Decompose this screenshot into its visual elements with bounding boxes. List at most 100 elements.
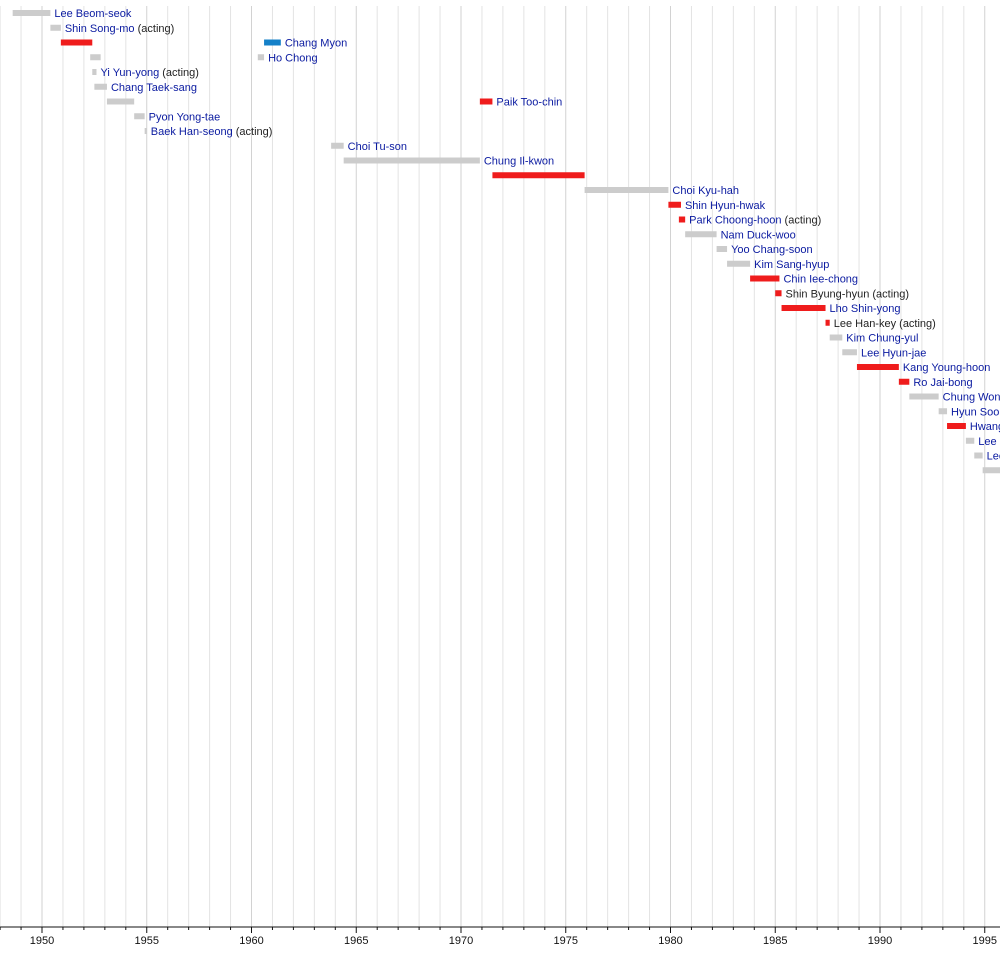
- name-link[interactable]: Baek Han-seong: [151, 126, 233, 138]
- row-label[interactable]: Hwang In-sung: [970, 421, 1000, 433]
- term-bar: [94, 83, 107, 90]
- row-label[interactable]: Pyon Yong-tae: [149, 111, 221, 123]
- row-label[interactable]: Shin Hyun-hwak: [685, 200, 766, 212]
- term-bar: [343, 157, 480, 164]
- name-link[interactable]: Choi Kyu-hah: [672, 185, 739, 197]
- name-link[interactable]: Chung Won-shik: [943, 392, 1000, 404]
- name-link[interactable]: Ro Jai-bong: [913, 377, 972, 389]
- name-link[interactable]: Choi Tu-son: [348, 141, 407, 153]
- row-label[interactable]: Shin Song-mo (acting): [65, 23, 174, 35]
- x-tick-label: 1975: [554, 935, 578, 947]
- acting-note: (acting): [896, 318, 936, 330]
- term-bar: [492, 172, 585, 179]
- row-label[interactable]: Chang Taek-sang: [111, 82, 197, 94]
- row-label[interactable]: Lee Hoi-chang: [978, 436, 1000, 448]
- row-label[interactable]: Park Choong-hoon (acting): [689, 215, 821, 227]
- name-link[interactable]: Lee Hoi-chang: [978, 436, 1000, 448]
- row-label: Shin Byung-hyun (acting): [786, 288, 910, 300]
- name-link[interactable]: Chang Myon: [285, 38, 347, 50]
- row-label[interactable]: Lee Yung-dug: [987, 451, 1000, 463]
- row-label[interactable]: Kang Young-hoon: [903, 362, 990, 374]
- acting-note: (acting): [782, 215, 822, 227]
- row-label[interactable]: Baek Han-seong (acting): [151, 126, 273, 138]
- name-link[interactable]: Nam Duck-woo: [721, 229, 796, 241]
- row-label[interactable]: Hyun Soong-jong: [951, 406, 1000, 418]
- name-link[interactable]: Chang Taek-sang: [111, 82, 197, 94]
- x-tick-label: 1985: [763, 935, 787, 947]
- term-bar: [750, 275, 780, 282]
- name-link[interactable]: Chin Iee-chong: [783, 274, 858, 286]
- row-label[interactable]: Chang Myon: [285, 38, 347, 50]
- name-link[interactable]: Lee Beom-seok: [54, 8, 132, 20]
- x-tick-label: 1950: [30, 935, 54, 947]
- term-bar: [909, 393, 939, 400]
- name-link[interactable]: Yoo Chang-soon: [731, 244, 813, 256]
- row-label[interactable]: Choi Kyu-hah: [672, 185, 739, 197]
- term-bar: [90, 54, 101, 61]
- acting-note: (acting): [159, 67, 199, 79]
- term-bar: [257, 54, 265, 61]
- name-link[interactable]: Lho Shin-yong: [830, 303, 901, 315]
- name-link[interactable]: Pyon Yong-tae: [149, 111, 221, 123]
- name-link[interactable]: Kim Sang-hyup: [754, 259, 829, 271]
- name-text: Lee Han-key: [834, 318, 897, 330]
- name-link[interactable]: Park Choong-hoon: [689, 215, 781, 227]
- term-bar: [965, 437, 975, 444]
- row-label[interactable]: Kim Chung-yul: [846, 333, 918, 345]
- row-label[interactable]: Lee Hyun-jae: [861, 347, 926, 359]
- term-bar: [825, 319, 830, 326]
- term-bar: [727, 260, 751, 267]
- row-label[interactable]: Lee Beom-seok: [54, 8, 132, 20]
- term-bar: [92, 69, 97, 75]
- row-label[interactable]: Ho Chong: [268, 52, 318, 64]
- term-bar: [12, 10, 51, 16]
- x-tick-label: 1960: [239, 935, 263, 947]
- name-link[interactable]: Lee Hyun-jae: [861, 347, 926, 359]
- name-link[interactable]: Hwang In-sung: [970, 421, 1000, 433]
- name-link[interactable]: Lee Yung-dug: [987, 451, 1000, 463]
- x-tick-label: 1980: [658, 935, 682, 947]
- x-tick-label: 1995: [973, 935, 997, 947]
- term-bar: [264, 39, 281, 46]
- row-label[interactable]: Lho Shin-yong: [830, 303, 901, 315]
- row-label[interactable]: Ro Jai-bong: [913, 377, 972, 389]
- term-bar: [106, 98, 135, 105]
- term-bar: [50, 24, 61, 31]
- term-bar: [685, 231, 717, 238]
- x-tick-label: 1955: [135, 935, 159, 947]
- term-bar: [856, 364, 899, 370]
- acting-note: (acting): [233, 126, 273, 138]
- name-link[interactable]: Paik Too-chin: [496, 97, 562, 109]
- row-label[interactable]: Nam Duck-woo: [721, 229, 796, 241]
- name-labels: Lee Beom-seok Shin Song-mo (acting) Chang …: [54, 8, 1000, 463]
- name-link[interactable]: Shin Song-mo: [65, 23, 135, 35]
- term-bar: [775, 290, 782, 297]
- row-label[interactable]: Kim Sang-hyup: [754, 259, 829, 271]
- x-tick-label: 1990: [868, 935, 892, 947]
- x-tick-label: 1965: [344, 935, 368, 947]
- term-bar: [982, 467, 1000, 474]
- name-link[interactable]: Hyun Soong-jong: [951, 406, 1000, 418]
- term-bar: [716, 246, 728, 252]
- name-link[interactable]: Shin Hyun-hwak: [685, 200, 766, 212]
- term-bar: [331, 142, 344, 149]
- row-label[interactable]: Yoo Chang-soon: [731, 244, 813, 256]
- row-label[interactable]: Yi Yun-yong (acting): [100, 67, 198, 79]
- name-link[interactable]: Yi Yun-yong: [100, 67, 159, 79]
- x-axis: 1950 1955 1960 1965 1970 1975 1980 1985 1990 1995…: [0, 926, 1000, 947]
- row-label[interactable]: Paik Too-chin: [496, 97, 562, 109]
- row-label: Lee Han-key (acting): [834, 318, 936, 330]
- row-label[interactable]: Chung Won-shik: [943, 392, 1000, 404]
- term-bar: [938, 408, 948, 415]
- row-label[interactable]: Chung Il-kwon: [484, 156, 554, 168]
- row-label[interactable]: Choi Tu-son: [348, 141, 407, 153]
- name-link[interactable]: Kim Chung-yul: [846, 333, 918, 345]
- row-label[interactable]: Chin Iee-chong: [783, 274, 858, 286]
- term-bar: [829, 334, 843, 341]
- term-bar: [842, 349, 857, 356]
- name-link[interactable]: Kang Young-hoon: [903, 362, 990, 374]
- term-bar: [584, 187, 669, 193]
- name-link[interactable]: Ho Chong: [268, 52, 318, 64]
- name-link[interactable]: Chung Il-kwon: [484, 156, 554, 168]
